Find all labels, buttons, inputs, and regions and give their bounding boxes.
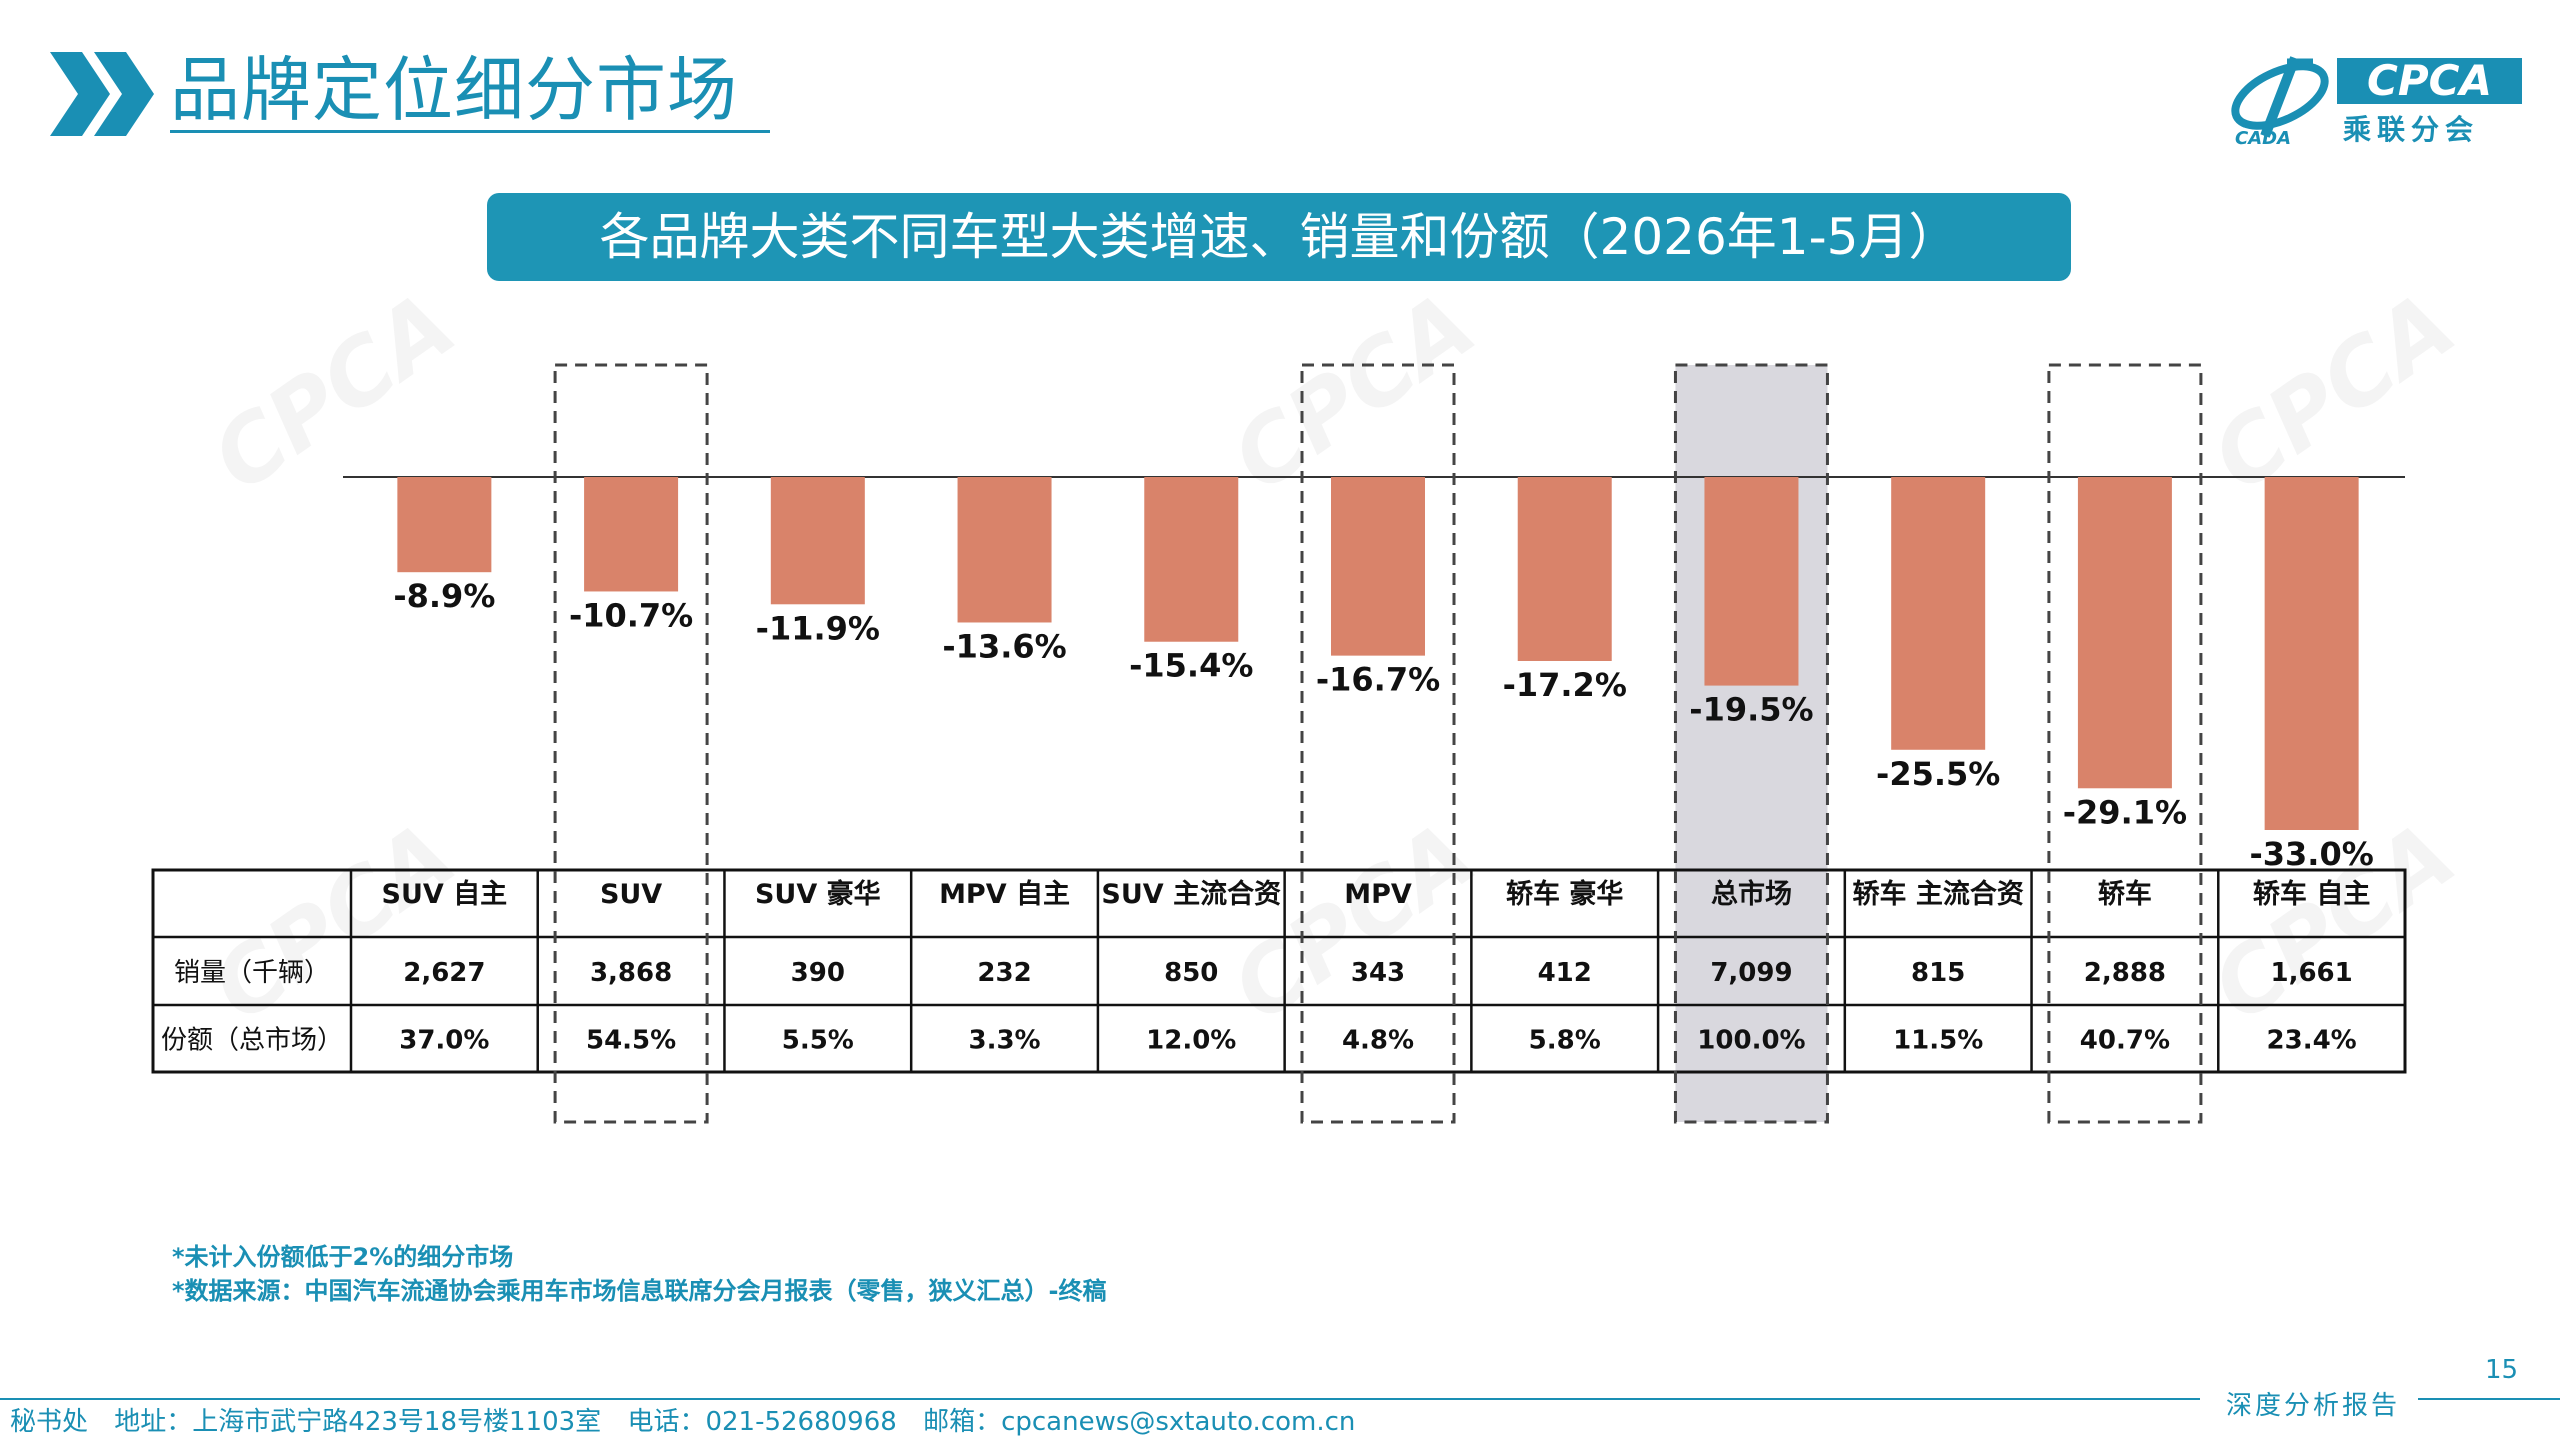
double-chevron-icon	[50, 52, 154, 136]
data-label: -13.6%	[942, 627, 1066, 665]
table-cell: 815	[1911, 958, 1965, 988]
page-number: 15	[2485, 1355, 2519, 1385]
table-cell: 37.0%	[399, 1026, 489, 1056]
footer-divider-right	[2418, 1398, 2560, 1400]
bar	[1331, 477, 1425, 656]
bar	[2264, 477, 2359, 830]
bar	[1517, 477, 1612, 661]
table-cell: 5.5%	[782, 1026, 854, 1056]
bar	[584, 477, 679, 592]
row-label: 份额（总市场）	[161, 1026, 343, 1056]
table-cell: 232	[977, 958, 1031, 988]
logo-sub: CADA	[2235, 128, 2292, 149]
category-label: 轿车 豪华	[1506, 878, 1623, 910]
data-label: -15.4%	[1129, 647, 1253, 685]
category-label: 轿车	[2098, 878, 2152, 910]
table-cell: 850	[1164, 958, 1218, 988]
table-cell: 54.5%	[586, 1026, 676, 1056]
footer-divider	[0, 1398, 2200, 1400]
table-cell: 3,868	[590, 958, 672, 988]
category-label: SUV 豪华	[755, 878, 881, 910]
footer-office: 秘书处	[10, 1407, 89, 1437]
page-title: 品牌定位细分市场	[170, 49, 738, 131]
table-cell: 100.0%	[1697, 1026, 1805, 1056]
data-label: -10.7%	[569, 596, 693, 634]
bar	[770, 477, 865, 605]
table-cell: 5.8%	[1529, 1026, 1601, 1056]
table-cell: 23.4%	[2267, 1026, 2357, 1056]
bar	[957, 477, 1052, 623]
footer-address: 地址：上海市武宁路423号18号楼1103室	[114, 1407, 602, 1437]
category-label: SUV 自主	[382, 878, 508, 910]
category-label: MPV 自主	[939, 878, 1070, 910]
bar	[397, 477, 492, 573]
table-cell: 7,099	[1710, 958, 1792, 988]
footnote-source: *数据来源：中国汽车流通协会乘用车市场信息联席分会月报表（零售，狭义汇总）-终稿	[172, 1277, 1107, 1305]
table-cell: 40.7%	[2080, 1026, 2170, 1056]
category-label: SUV	[600, 879, 662, 910]
footer-info: 秘书处 地址：上海市武宁路423号18号楼1103室 电话：021-526809…	[10, 1404, 1373, 1440]
footer-email[interactable]: 邮箱：cpcanews@sxtauto.com.cn	[923, 1407, 1356, 1437]
row-label: 销量（千辆）	[174, 958, 330, 988]
logo-text: CPCA	[2337, 58, 2522, 104]
logo-mark-icon	[2231, 56, 2329, 138]
data-label: -33.0%	[2249, 835, 2373, 873]
table-border	[151, 868, 2407, 1074]
table-cell: 4.8%	[1342, 1026, 1414, 1056]
bar-chart: -8.9% -10.7% -11.9% -13.6% -15.4% -16.7% -17.2…	[151, 363, 2407, 1124]
category-label: SUV 主流合资	[1101, 878, 1281, 910]
data-label: -11.9%	[756, 609, 880, 647]
table-cell: 1,661	[2271, 958, 2353, 988]
highlight-dashed-box	[1300, 363, 1456, 1124]
highlight-dashed-box	[1673, 363, 1829, 1124]
bar	[2077, 477, 2172, 789]
footnote-share: *未计入份额低于2%的细分市场	[172, 1243, 514, 1271]
data-label: -16.7%	[1316, 661, 1440, 699]
title-underline	[170, 130, 770, 133]
table-cell: 390	[791, 958, 845, 988]
category-label: 总市场	[1711, 878, 1792, 910]
category-label: MPV	[1344, 879, 1412, 910]
table-cell: 2,627	[403, 958, 485, 988]
table-cell: 3.3%	[968, 1026, 1040, 1056]
table-cell: 11.5%	[1893, 1026, 1983, 1056]
chart-banner-title: 各品牌大类不同车型大类增速、销量和份额（2026年1-5月）	[487, 193, 2071, 281]
highlight-dashed-box	[553, 363, 709, 1124]
bar	[1704, 477, 1799, 686]
data-label: -8.9%	[393, 577, 495, 615]
data-label: -19.5%	[1689, 691, 1813, 729]
footer-phone: 电话：021-52680968	[627, 1407, 897, 1437]
data-label: -29.1%	[2063, 793, 2187, 831]
footer-tag: 深度分析报告	[2226, 1391, 2401, 1421]
logo-cn: 乘联分会	[2343, 113, 2480, 146]
data-label: -17.2%	[1503, 666, 1627, 704]
bar	[1144, 477, 1239, 642]
data-label: -25.5%	[1876, 755, 2000, 793]
table-cell: 343	[1351, 958, 1405, 988]
cpca-logo: CPCA 乘联分会 CADA	[2225, 50, 2525, 150]
footnotes: *未计入份额低于2%的细分市场 *数据来源：中国汽车流通协会乘用车市场信息联席分…	[172, 1240, 1107, 1308]
table-cell: 2,888	[2084, 958, 2166, 988]
category-label: 轿车 主流合资	[1852, 878, 2023, 910]
table-cell: 12.0%	[1146, 1026, 1236, 1056]
table-cell: 412	[1538, 958, 1592, 988]
highlight-dashed-box	[2047, 363, 2203, 1124]
category-label: 轿车 自主	[2253, 878, 2370, 910]
bar	[1891, 477, 1986, 750]
